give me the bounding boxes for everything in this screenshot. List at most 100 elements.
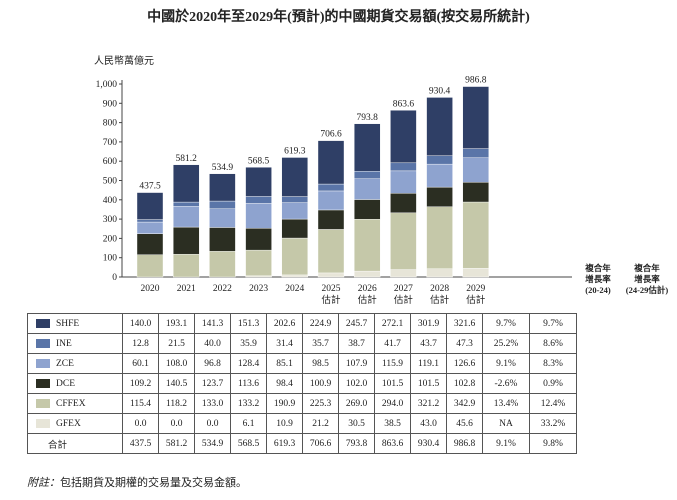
table-cell: 534.9 [194,433,231,454]
table-cell: 38.5 [374,413,411,434]
table-cell: 301.9 [410,313,447,334]
table-cell: 38.7 [338,333,375,354]
x-tick-label: 估計 [321,294,341,306]
table-cell: 342.9 [446,393,483,414]
bar-segment-shfe [354,123,381,172]
legend-swatch [36,378,50,388]
series-name: ZCE [56,358,74,369]
bar-segment-gfex [354,270,381,278]
table-cell: 224.9 [302,313,339,334]
cagr-header: (24-29估計) [626,285,669,295]
bar-segment-shfe [136,192,164,220]
bar-segment-zce [317,190,345,211]
total-label: 986.8 [465,76,487,86]
y-tick-label: 100 [103,254,118,264]
bar-segment-cffex [136,254,164,278]
table-cell: 986.8 [446,433,483,454]
bar-segment-dce [317,209,345,230]
table-cell: 294.0 [374,393,411,414]
bar-segment-shfe [245,167,272,197]
bar-segment-shfe [317,140,345,185]
legend-label: SHFE [27,313,123,334]
total-label: 437.5 [139,182,161,192]
table-cell: 0.0 [122,413,159,434]
table-cell: 35.7 [302,333,339,354]
table-cell: 45.6 [446,413,483,434]
bar-segment-dce [136,233,164,255]
cagr-header: 增長率 [585,274,611,284]
x-tick-label: 2021 [177,284,196,294]
series-name: INE [56,338,72,349]
bar-segment-zce [281,202,308,220]
table-cell: 321.6 [446,313,483,334]
legend-label: INE [27,333,123,354]
x-tick-label: 估計 [394,294,414,306]
table-cell: 118.2 [158,393,195,414]
bar-segment-ine [281,196,308,203]
table-cell: 151.3 [230,313,267,334]
footnote-prefix: 附註： [27,477,60,489]
bar-segment-shfe [390,110,417,164]
cagr-cell: 12.4% [529,393,577,414]
bar-segment-gfex [281,274,308,278]
table-cell: 98.5 [302,353,339,374]
y-tick-label: 800 [103,119,118,129]
cagr-header: 增長率 [634,274,660,284]
x-tick-label: 2020 [141,284,160,294]
bar-segment-gfex [426,268,453,278]
table-cell: 41.7 [374,333,411,354]
y-axis-label: 人民幣萬億元 [94,56,154,67]
bar-segment-cffex [245,249,272,277]
bar-segment-dce [281,218,308,239]
table-cell: 30.5 [338,413,375,434]
table-cell: 140.5 [158,373,195,394]
x-tick-label: 2022 [213,284,232,294]
cagr-header: 複合年 [584,263,611,273]
table-cell: 321.2 [410,393,447,414]
table-cell: 581.2 [158,433,195,454]
table-cell: 225.3 [302,393,339,414]
table-cell: 272.1 [374,313,411,334]
table-cell: 85.1 [266,353,303,374]
table-cell: 96.8 [194,353,231,374]
footnote-text: 包括期貨及期權的交易量及交易金額。 [60,477,247,489]
table-cell: 21.5 [158,333,195,354]
cagr-cell: 9.7% [529,313,577,334]
bar-segment-cffex [426,206,453,269]
bar-segment-zce [209,208,236,228]
table-cell: 115.9 [374,353,411,374]
bar-segment-zce [245,203,272,229]
table-cell: 140.0 [122,313,159,334]
table-cell: 141.3 [194,313,231,334]
bar-segment-ine [426,155,453,165]
bar-segment-dce [245,227,272,251]
legend-label: GFEX [27,413,123,434]
table-cell: 107.9 [338,353,375,374]
bar-segment-cffex [354,218,381,272]
cagr-cell: 9.8% [529,433,577,454]
y-tick-label: 0 [112,273,117,283]
table-cell: 43.7 [410,333,447,354]
cagr-cell: 8.3% [529,353,577,374]
table-cell: 126.6 [446,353,483,374]
table-row: DCE 109.2 140.5 123.7 113.6 98.4 100.9 102.0 101… [27,373,577,394]
table-cell: 568.5 [230,433,267,454]
table-cell: 119.1 [410,353,447,374]
cagr-cell: 9.7% [482,313,530,334]
y-tick-label: 200 [103,234,118,244]
y-tick-label: 500 [103,177,118,187]
table-cell: 40.0 [194,333,231,354]
table-cell: 0.0 [158,413,195,434]
cagr-cell: -2.6% [482,373,530,394]
table-cell: 619.3 [266,433,303,454]
bar-segment-zce [462,157,489,183]
table-row: ZCE 60.1 108.0 96.8 128.4 85.1 98.5 107.9 115.9 1… [27,353,577,374]
table-cell: 109.2 [122,373,159,394]
bar-segment-gfex [390,269,417,278]
table-row: SHFE 140.0 193.1 141.3 151.3 202.6 224.9 245.7 2… [27,313,577,334]
x-tick-label: 估計 [466,294,486,306]
table-cell: 133.2 [230,393,267,414]
bar-segment-ine [462,148,489,158]
table-cell: 108.0 [158,353,195,374]
total-label: 863.6 [393,99,415,109]
